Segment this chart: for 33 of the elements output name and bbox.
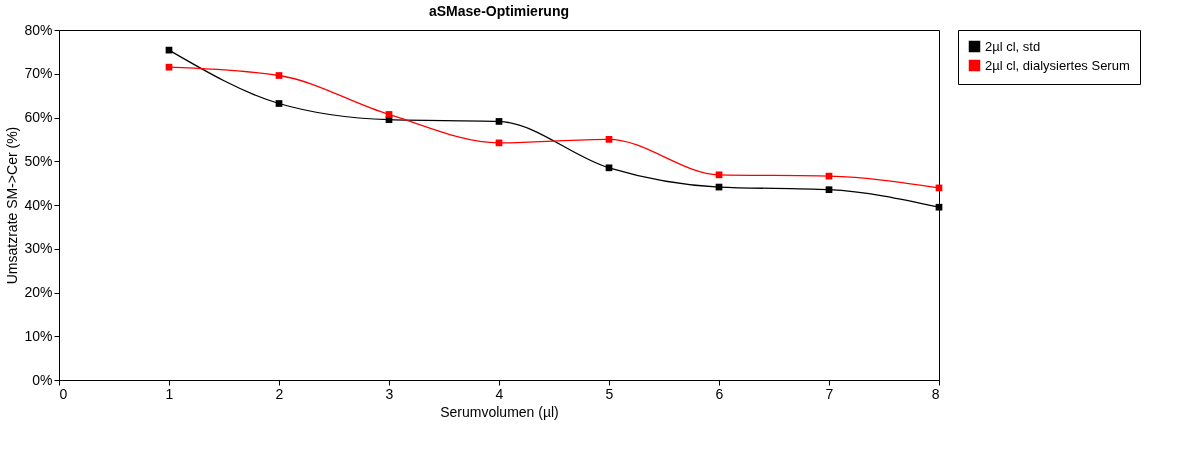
point [495, 118, 503, 125]
point [935, 203, 943, 211]
y-tick-label: 60% [24, 109, 53, 125]
point [385, 111, 393, 118]
point [825, 186, 833, 194]
point [165, 63, 173, 71]
point [275, 100, 283, 107]
y-tick-label: 10% [24, 327, 53, 344]
point [605, 136, 613, 143]
y-tick-label: 40% [24, 196, 53, 213]
x-tick-label: 3 [385, 385, 394, 402]
y-axis-title: Umsatzrate SM->Cer (%) [4, 126, 21, 285]
x-tick-label: 6 [715, 385, 724, 402]
point [715, 171, 723, 179]
x-tick-label: 0 [59, 385, 68, 402]
chart-title: aSMase-Optimierung [428, 3, 570, 19]
legend-label: 2µl cl, dialysiertes Serum [985, 57, 1130, 73]
y-tick-label: 0% [32, 371, 53, 388]
x-tick-label: 5 [605, 385, 614, 402]
x-tick-label: 2 [275, 385, 284, 402]
legend-label: 2µl cl, std [985, 38, 1041, 54]
x-tick-label: 4 [495, 385, 504, 402]
x-tick-label: 8 [931, 385, 940, 402]
y-tick-label: 80% [24, 21, 53, 38]
y-tick-label: 30% [24, 240, 53, 257]
y-tick-label: 50% [24, 152, 53, 169]
y-tick-label: 70% [24, 65, 53, 82]
x-tick-label: 7 [825, 385, 834, 402]
y-tick-label: 20% [24, 284, 53, 300]
x-tick-label: 1 [165, 385, 174, 402]
point [605, 164, 613, 172]
x-axis-title: Serumvolumen (µl) [440, 403, 559, 420]
point [275, 72, 283, 79]
